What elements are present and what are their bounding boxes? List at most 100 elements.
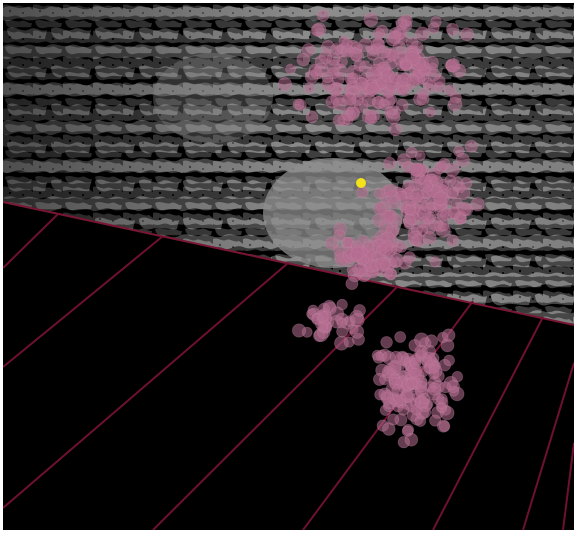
marker	[350, 246, 365, 261]
marker	[380, 336, 393, 349]
grid-line	[3, 213, 59, 269]
marker	[366, 66, 381, 82]
marker	[321, 71, 334, 84]
marker	[277, 77, 292, 92]
selected-point[interactable]	[356, 178, 366, 188]
marker	[424, 55, 439, 70]
marker	[346, 64, 361, 80]
marker	[416, 92, 430, 106]
marker	[316, 9, 330, 22]
marker	[361, 109, 377, 124]
marker	[415, 26, 430, 41]
marker	[365, 81, 380, 97]
marker	[446, 22, 460, 36]
marker	[420, 180, 434, 193]
marker	[394, 331, 407, 343]
marker	[336, 298, 348, 311]
marker	[345, 277, 359, 291]
marker	[398, 256, 412, 270]
marker	[405, 377, 418, 390]
marker	[349, 324, 365, 339]
marker	[432, 191, 448, 206]
marker	[372, 27, 385, 40]
marker	[451, 371, 464, 383]
marker	[376, 45, 391, 59]
horizon-grid-line	[3, 201, 574, 326]
marker	[405, 146, 418, 159]
marker	[429, 256, 441, 268]
marker	[388, 359, 402, 373]
grid-line	[432, 316, 544, 530]
marker	[349, 47, 363, 61]
marker	[443, 354, 455, 367]
marker	[383, 183, 398, 198]
marker	[447, 96, 463, 112]
marker	[356, 186, 369, 199]
marker	[445, 57, 461, 73]
marker	[374, 388, 386, 401]
marker	[408, 162, 423, 177]
marker	[456, 186, 471, 200]
marker	[409, 188, 424, 203]
marker	[391, 384, 405, 398]
marker	[332, 113, 346, 127]
marker	[346, 264, 358, 276]
grid-line	[522, 362, 574, 530]
marker	[455, 152, 470, 168]
marker	[422, 231, 437, 245]
marker	[355, 76, 369, 90]
marker	[342, 236, 354, 249]
marker	[378, 242, 393, 257]
marker	[386, 105, 401, 120]
marker	[304, 70, 319, 84]
marker	[401, 181, 415, 194]
marker	[418, 393, 431, 405]
marker	[438, 420, 451, 432]
marker	[397, 436, 410, 449]
marker	[446, 234, 459, 247]
marker	[395, 98, 409, 112]
marker	[341, 92, 357, 107]
marker	[397, 72, 412, 87]
marker	[387, 413, 400, 426]
scene-canvas[interactable]	[3, 3, 574, 530]
marker	[460, 27, 474, 42]
ground-plane	[3, 203, 574, 530]
3d-viewport[interactable]	[3, 3, 574, 530]
marker	[353, 304, 366, 317]
marker	[388, 122, 402, 137]
marker	[404, 204, 416, 216]
marker-cloud	[277, 9, 485, 449]
marker	[285, 63, 297, 75]
marker	[325, 236, 339, 250]
marker	[380, 93, 396, 109]
marker	[427, 68, 441, 82]
marker	[305, 110, 319, 124]
marker	[310, 23, 325, 37]
marker	[415, 380, 428, 393]
marker	[333, 229, 346, 242]
marker	[439, 381, 452, 394]
marker	[372, 372, 386, 386]
marker	[395, 17, 408, 30]
marker	[383, 156, 397, 170]
grid-line	[3, 235, 164, 368]
marker	[330, 92, 345, 106]
marker	[448, 206, 461, 219]
marker	[326, 52, 341, 66]
marker	[409, 357, 422, 370]
marker	[444, 174, 457, 187]
marker	[446, 187, 459, 200]
grid-line	[3, 262, 289, 509]
marker	[400, 59, 412, 72]
marker	[464, 139, 478, 153]
marker	[414, 332, 429, 348]
marker	[392, 40, 406, 55]
marker	[363, 12, 379, 28]
grid-line	[562, 442, 574, 530]
marker	[296, 52, 311, 67]
marker	[292, 98, 305, 111]
marker	[436, 393, 448, 405]
marker	[436, 160, 448, 172]
marker	[428, 364, 443, 379]
